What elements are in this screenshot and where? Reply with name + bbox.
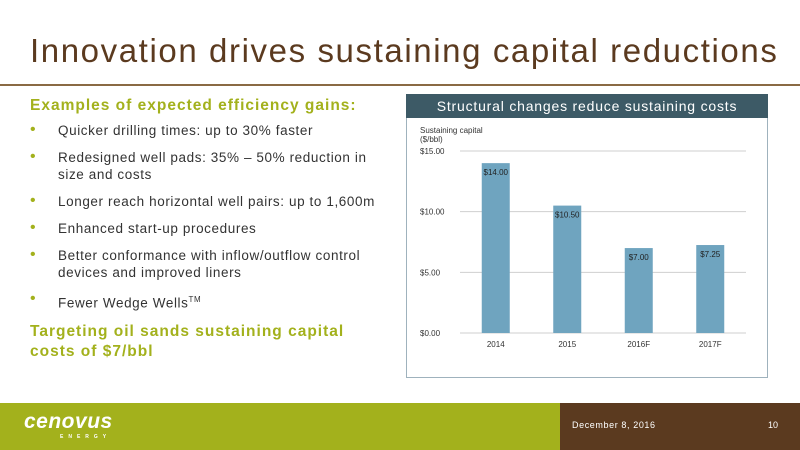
x-tick-label: 2016F — [627, 340, 650, 349]
y-tick-label: $15.00 — [420, 147, 445, 156]
footer-date: December 8, 2016 — [572, 420, 656, 430]
bar-value-label: $10.50 — [555, 211, 580, 220]
bar — [696, 245, 725, 333]
x-tick-label: 2015 — [558, 340, 576, 349]
bullet-text: Redesigned well pads: 35% – 50% reductio… — [58, 150, 367, 182]
list-item: • Better conformance with inflow/outflow … — [30, 246, 390, 281]
bar-value-label: $7.00 — [629, 253, 650, 262]
footer-date-panel — [560, 403, 800, 450]
y-axis-title-line2: ($/bbl) — [420, 135, 443, 144]
bullet-text: Longer reach horizontal well pairs: up t… — [58, 194, 375, 209]
x-tick-label: 2014 — [487, 340, 505, 349]
bullet-icon: • — [30, 219, 37, 236]
list-item: • Longer reach horizontal well pairs: up … — [30, 192, 390, 210]
list-item: • Enhanced start-up procedures — [30, 219, 390, 237]
logo-subtext: ENERGY — [60, 434, 112, 440]
efficiency-list: • Quicker drilling times: up to 30% faste… — [30, 121, 390, 312]
bullet-text: Better conformance with inflow/outflow c… — [58, 248, 361, 280]
footer-bar — [0, 403, 800, 450]
y-axis-title-line1: Sustaining capital — [420, 126, 483, 135]
bullet-icon: • — [30, 121, 37, 138]
list-item: • Quicker drilling times: up to 30% faste… — [30, 121, 390, 139]
y-tick-label: $0.00 — [420, 329, 441, 338]
trademark-sup: TM — [188, 295, 202, 304]
cenovus-logo: cenovus — [24, 410, 113, 433]
title-divider — [0, 84, 800, 86]
x-tick-label: 2017F — [699, 340, 722, 349]
bar — [481, 163, 510, 333]
bullet-icon: • — [30, 290, 37, 307]
bullet-icon: • — [30, 192, 37, 209]
left-column: Examples of expected efficiency gains: •… — [30, 96, 390, 362]
bullet-text: Enhanced start-up procedures — [58, 221, 257, 236]
sustaining-capital-chart: Sustaining capital($/bbl) $0.00 $5.00 $10.0… — [420, 126, 746, 349]
bar-value-label: $7.25 — [700, 250, 721, 259]
target-statement: Targeting oil sands sustaining capital c… — [30, 322, 345, 360]
list-item: • Redesigned well pads: 35% – 50% reducti… — [30, 148, 390, 183]
efficiency-subhead: Examples of expected efficiency gains: — [30, 97, 357, 114]
page-number: 10 — [768, 420, 779, 430]
bullet-icon: • — [30, 246, 37, 263]
bar — [624, 248, 653, 333]
bullet-icon: • — [30, 148, 37, 165]
bullet-text: Fewer Wedge Wells — [58, 295, 189, 311]
bullet-text: Quicker drilling times: up to 30% faster — [58, 123, 314, 138]
slide-title: Innovation drives sustaining capital red… — [30, 32, 779, 69]
y-tick-label: $5.00 — [420, 268, 441, 277]
y-tick-label: $10.00 — [420, 208, 445, 217]
bar — [553, 205, 582, 333]
list-item: • Fewer Wedge WellsTM — [30, 290, 390, 312]
chart-header: Structural changes reduce sustaining cos… — [406, 94, 768, 118]
bar-value-label: $14.00 — [484, 168, 509, 177]
